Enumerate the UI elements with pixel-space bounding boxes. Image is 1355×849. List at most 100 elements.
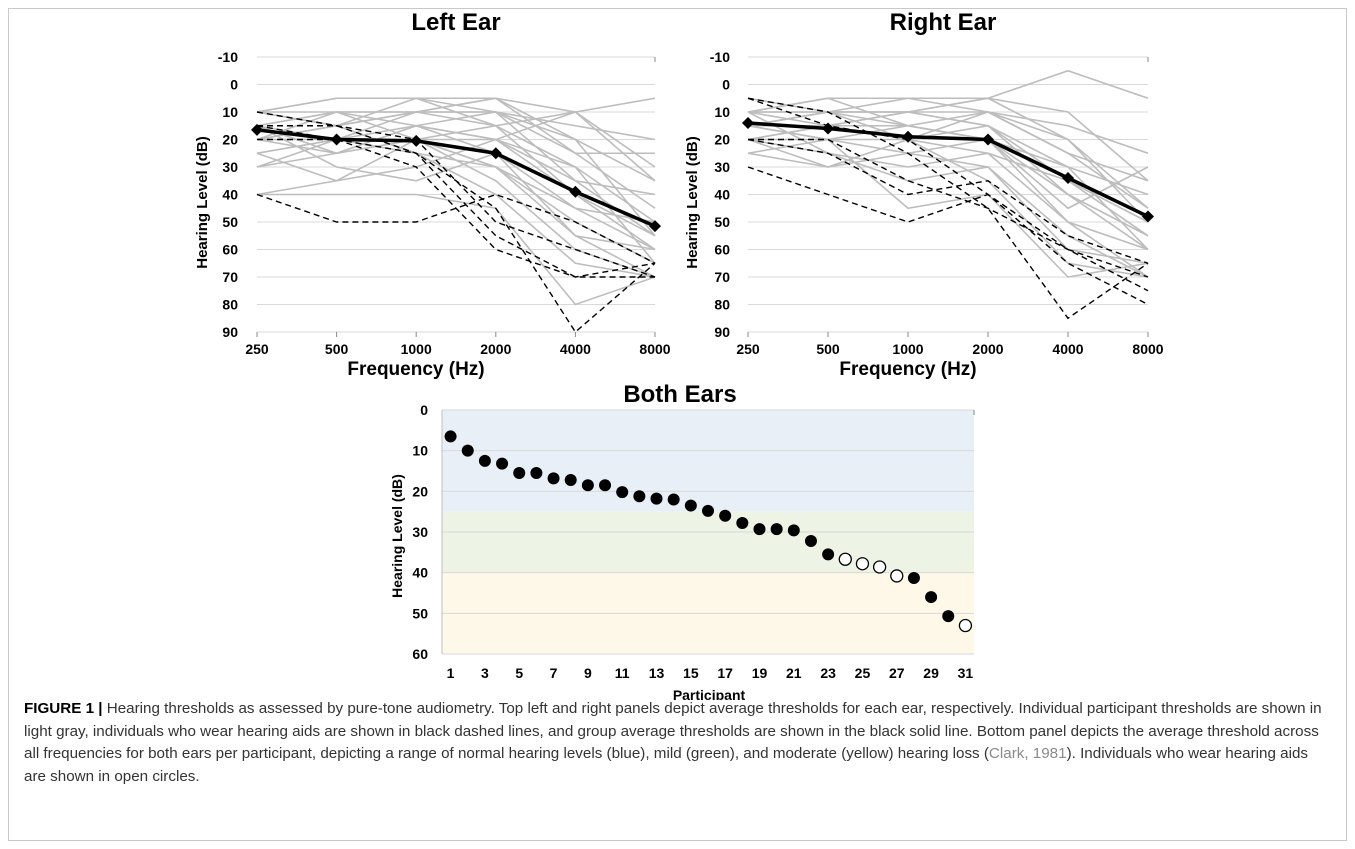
y-tick-label: 50 (714, 214, 730, 230)
hearing-aid-line (748, 138, 1149, 292)
y-tick-label: 0 (420, 402, 428, 418)
figure-label: FIGURE 1 (24, 700, 95, 717)
average-point-marker (410, 134, 423, 147)
participant-point (822, 548, 835, 561)
hearing-aid-line (747, 97, 1149, 320)
hearing-aid-point (855, 557, 870, 571)
participant-point (581, 479, 594, 492)
x-tick-label: 25 (855, 665, 871, 681)
x-tick-label: 1000 (401, 341, 432, 357)
x-tick-label: 9 (584, 665, 592, 681)
participant-point (461, 444, 474, 457)
y-tick-label: 30 (714, 159, 730, 175)
participant-point (547, 472, 560, 485)
individual-line (256, 125, 656, 251)
average-point-marker (569, 185, 582, 198)
x-axis-label: Frequency (Hz) (839, 359, 976, 380)
participant-point (925, 591, 938, 604)
participant-point (444, 430, 457, 443)
x-tick-label: 17 (717, 665, 733, 681)
chart-title: Right Ear (890, 9, 997, 36)
participant-point (599, 479, 612, 492)
hearing-aid-line (747, 166, 1149, 306)
participant-point (719, 509, 732, 522)
hearing-aid-point (838, 552, 852, 566)
x-tick-label: 21 (786, 665, 802, 681)
x-tick-label: 250 (245, 341, 269, 357)
participant-point (753, 523, 766, 536)
x-tick-label: 3 (481, 665, 489, 681)
individual-line (256, 124, 656, 264)
individual-line (747, 111, 1149, 278)
x-tick-label: 7 (550, 665, 558, 681)
y-axis-label: Hearing Level (dB) (684, 136, 701, 269)
x-tick-label: 250 (736, 341, 760, 357)
y-tick-label: 40 (412, 565, 428, 581)
y-tick-label: 50 (222, 214, 238, 230)
hearing-aid-line (747, 97, 1149, 278)
y-tick-label: 30 (222, 159, 238, 175)
y-axis-label: Hearing Level (dB) (194, 136, 211, 269)
participant-point (513, 467, 526, 480)
x-tick-label: 4000 (560, 341, 591, 357)
y-tick-label: 20 (714, 132, 730, 148)
individual-line (747, 124, 1149, 278)
y-tick-label: 90 (714, 324, 730, 340)
hearing-aid-point (890, 569, 904, 583)
y-tick-label: 70 (714, 269, 730, 285)
individual-line (747, 138, 1149, 278)
participant-point (907, 571, 920, 584)
x-tick-label: 1 (447, 665, 455, 681)
participant-point (684, 499, 697, 512)
participant-point (650, 492, 663, 505)
average-point-marker (489, 147, 502, 160)
y-tick-label: 60 (412, 646, 428, 662)
participant-point (942, 610, 955, 623)
individual-line (256, 111, 656, 237)
y-tick-label: 60 (714, 242, 730, 258)
average-line (256, 128, 656, 228)
participant-point (804, 534, 817, 547)
y-tick-label: 30 (412, 524, 428, 540)
participant-point (530, 467, 543, 480)
average-point-marker (902, 130, 914, 143)
hearing-aid-point (958, 618, 973, 633)
participant-point (633, 490, 646, 503)
average-point-marker (251, 123, 263, 136)
average-point-marker (1142, 210, 1154, 223)
x-tick-label: 8000 (639, 341, 670, 357)
y-tick-label: 50 (412, 605, 428, 621)
caption-citation-link[interactable]: Clark, 1981 (988, 745, 1067, 762)
chart-panel-1: -10 0 10 20 30 40 50 60 70 80 90 250 500 1000 2000 4000… (684, 9, 1164, 380)
y-tick-label: 20 (412, 483, 428, 499)
chart-title: Left Ear (411, 9, 500, 36)
participant-point (787, 524, 800, 537)
participant-point (564, 473, 577, 486)
participant-point (736, 517, 749, 530)
average-point-marker (982, 133, 994, 146)
y-tick-label: 80 (222, 297, 238, 313)
y-tick-label: 0 (230, 77, 238, 93)
x-tick-label: 4000 (1052, 341, 1083, 357)
x-tick-label: 13 (649, 665, 665, 681)
figure-caption: FIGURE 1 | Hearing thresholds as assesse… (24, 698, 1324, 788)
y-tick-label: -10 (710, 49, 730, 65)
individual-line (747, 111, 1149, 182)
participant-point (667, 493, 680, 506)
hearing-aid-line (256, 111, 656, 278)
individual-line (256, 111, 656, 182)
y-tick-label: 10 (714, 104, 730, 120)
hearing-aid-line (747, 138, 1149, 264)
y-tick-label: 0 (722, 77, 730, 93)
y-tick-label: 40 (714, 187, 730, 203)
x-tick-label: 31 (958, 665, 974, 681)
y-tick-label: 10 (222, 104, 238, 120)
y-axis-label: Hearing Level (dB) (389, 474, 405, 598)
x-tick-label: 19 (752, 665, 768, 681)
y-tick-label: -10 (218, 49, 238, 65)
y-tick-label: 40 (222, 187, 238, 203)
individual-line (256, 124, 656, 251)
individual-line (748, 97, 1149, 209)
